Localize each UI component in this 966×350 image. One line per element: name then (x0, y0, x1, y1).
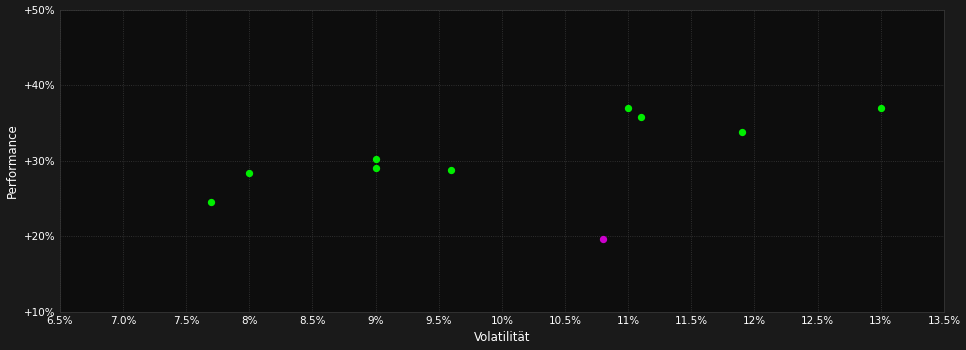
Y-axis label: Performance: Performance (6, 123, 18, 198)
Point (633, 114, 648, 120)
Point (734, 129, 750, 135)
Point (204, 199, 219, 205)
Point (368, 166, 384, 171)
Point (620, 105, 636, 111)
X-axis label: Volatilität: Volatilität (473, 331, 530, 344)
Point (873, 105, 889, 111)
Point (595, 236, 611, 242)
Point (242, 171, 257, 176)
Point (443, 168, 459, 173)
Point (368, 156, 384, 162)
